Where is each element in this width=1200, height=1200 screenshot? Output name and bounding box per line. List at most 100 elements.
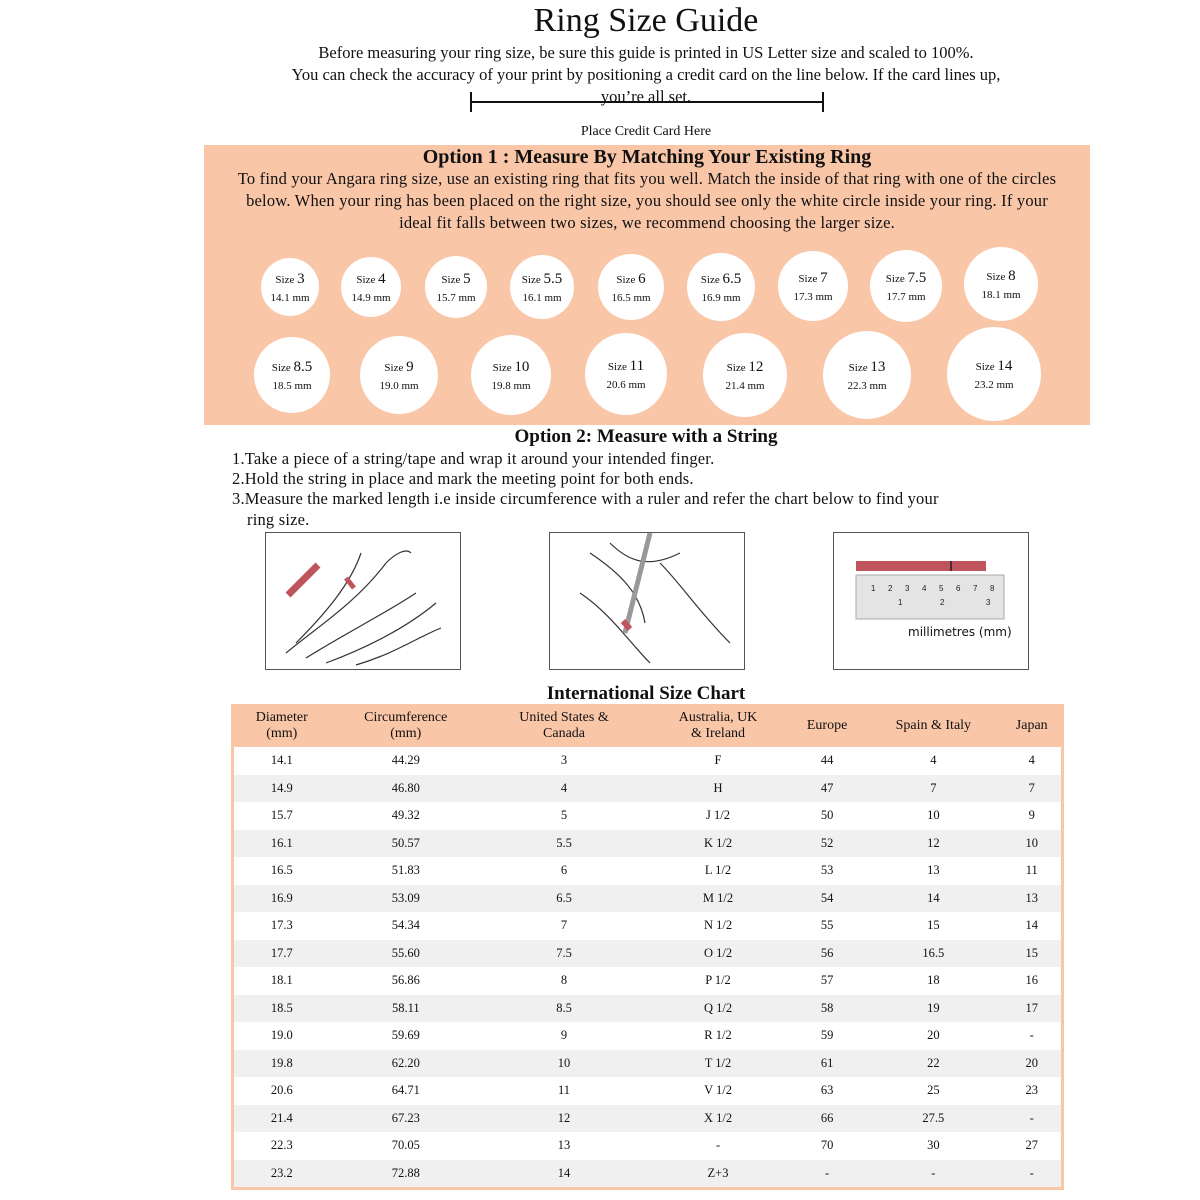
table-cell: 9 — [560, 1028, 568, 1043]
table-cell: 7 — [864, 774, 1003, 802]
table-cell: - — [1002, 1159, 1061, 1187]
table-cell: 22.3 — [270, 1138, 293, 1153]
table-row: 14.1 44.29 3 F 44 4 4 — [234, 747, 1061, 775]
line-end-tick — [470, 92, 472, 112]
table-cell: 4 — [482, 774, 647, 802]
diameter-label: 16.1 mm — [522, 291, 562, 304]
table-cell: 12 — [482, 1104, 647, 1132]
column-header: United States & Canada — [482, 704, 647, 747]
svg-text:2: 2 — [940, 598, 945, 607]
table-cell: 50 — [820, 808, 834, 823]
size-label: Size 14 — [975, 357, 1013, 374]
table-cell: N 1/2 — [703, 918, 733, 933]
table-cell: 58.11 — [329, 994, 483, 1022]
diameter-label: 18.1 mm — [981, 288, 1021, 301]
table-cell: P 1/2 — [705, 973, 731, 988]
table-row: 15.7 49.32 5 J 1/2 50 10 9 — [234, 802, 1061, 830]
column-header: Europe — [790, 704, 865, 747]
size-label: Size 6 — [616, 270, 646, 287]
intro-line: You can check the accuracy of your print… — [291, 65, 1001, 84]
tape-strip — [856, 561, 986, 571]
size-label: Size 8.5 — [271, 358, 313, 375]
ring-size-circle: Size 7 17.3 mm — [778, 251, 848, 321]
table-cell: 4 — [1028, 753, 1035, 768]
table-cell: 64.71 — [391, 1083, 420, 1098]
table-cell: 17.7 — [234, 939, 330, 967]
option1-title: Option 1 : Measure By Matching Your Exis… — [422, 146, 872, 168]
ring-size-circle: Size 9 19.0 mm — [360, 336, 438, 414]
table-cell: 5.5 — [482, 829, 647, 857]
table-cell: 4 — [930, 753, 937, 768]
hand-mark-illustration — [549, 532, 745, 670]
ring-size-circle: Size 6 16.5 mm — [598, 254, 664, 320]
size-label: Size 11 — [607, 357, 645, 374]
table-cell: 13 — [1002, 884, 1061, 912]
table-cell: 27 — [1025, 1138, 1038, 1153]
table-row: 14.9 46.80 4 H 47 7 7 — [234, 774, 1061, 802]
table-cell: 20.6 — [270, 1083, 293, 1098]
column-header: Diameter (mm) — [234, 704, 330, 747]
table-cell: 47 — [790, 774, 865, 802]
step: 3.Measure the marked length i.e inside c… — [232, 489, 939, 508]
credit-card-line — [471, 101, 824, 103]
table-cell: 6.5 — [482, 884, 647, 912]
table-cell: 14 — [1025, 918, 1038, 933]
table-cell: X 1/2 — [646, 1104, 791, 1132]
diameter-label: 18.5 mm — [272, 379, 312, 392]
table-cell: 17 — [1002, 994, 1061, 1022]
diameter-label: 14.9 mm — [351, 291, 391, 304]
table-cell: 12 — [864, 829, 1003, 857]
ring-size-circle: Size 8 18.1 mm — [964, 247, 1038, 321]
table-cell: 59.69 — [391, 1028, 420, 1043]
table-row: 16.5 51.83 6 L 1/2 53 13 11 — [234, 857, 1061, 885]
size-label: Size 5.5 — [521, 270, 563, 287]
ring-size-circle: Size 5 15.7 mm — [425, 256, 487, 318]
table-row: 17.3 54.34 7 N 1/2 55 15 14 — [234, 912, 1061, 940]
option1-panel: Option 1 : Measure By Matching Your Exis… — [204, 145, 1090, 425]
table-cell: 63 — [820, 1083, 834, 1098]
size-label: Size 5 — [441, 270, 471, 287]
table-cell: 14.9 — [234, 774, 330, 802]
ruler — [855, 574, 1005, 620]
table-cell: 7 — [560, 918, 568, 933]
table-cell: 16.1 — [234, 829, 330, 857]
table-cell: 53 — [820, 863, 834, 878]
intro-line: Before measuring your ring size, be sure… — [318, 43, 974, 62]
table-cell: M 1/2 — [646, 884, 791, 912]
svg-text:3: 3 — [905, 584, 910, 593]
table-cell: 16 — [1025, 973, 1038, 988]
table-cell: Q 1/2 — [646, 994, 791, 1022]
table-cell: 16.9 — [234, 884, 330, 912]
table-cell: 57 — [820, 973, 834, 988]
table-cell: 20 — [927, 1028, 940, 1043]
svg-text:1: 1 — [871, 584, 876, 593]
step: ring size. — [247, 510, 310, 529]
table-cell: - — [790, 1159, 865, 1187]
svg-text:1: 1 — [898, 598, 903, 607]
diameter-label: 22.3 mm — [847, 379, 887, 392]
size-label: Size 7 — [798, 269, 828, 286]
column-header: Circumference (mm) — [329, 704, 483, 747]
table-cell: 53.09 — [329, 884, 483, 912]
table-cell: V 1/2 — [704, 1083, 732, 1098]
table-cell: F — [714, 753, 722, 768]
card-label: Place Credit Card Here — [580, 124, 712, 139]
ring-size-circle: Size 14 23.2 mm — [947, 327, 1041, 421]
diameter-label: 15.7 mm — [436, 291, 476, 304]
table-cell: 67.23 — [329, 1104, 483, 1132]
option1-text: To find your Angara ring size, use an ex… — [237, 169, 1057, 232]
table-cell: - — [715, 1138, 721, 1153]
table-cell: 9 — [1028, 808, 1035, 823]
ring-size-circle: Size 3 14.1 mm — [261, 258, 319, 316]
table-row: 17.7 55.60 7.5 O 1/2 56 16.5 15 — [234, 939, 1061, 967]
ring-size-circle: Size 6.5 16.9 mm — [687, 253, 755, 321]
table-cell: 19.8 — [234, 1049, 330, 1077]
table-cell: 5 — [560, 808, 568, 823]
svg-text:3: 3 — [986, 598, 991, 607]
table-row: 18.1 56.86 8 P 1/2 57 18 16 — [234, 967, 1061, 995]
column-header: Japan — [1002, 704, 1061, 747]
size-label: Size 13 — [848, 358, 886, 375]
table-cell: - — [864, 1159, 1003, 1187]
chart-title: International Size Chart — [546, 683, 746, 704]
table-cell: 52 — [790, 829, 865, 857]
